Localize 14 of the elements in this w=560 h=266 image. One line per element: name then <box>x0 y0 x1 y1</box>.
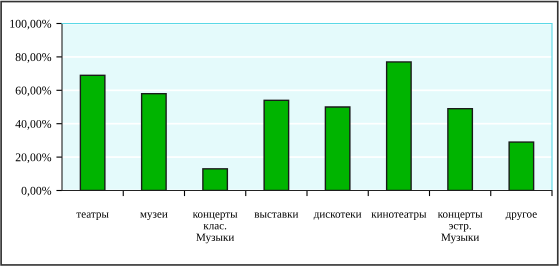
y-tick-label: 100,00% <box>10 20 52 30</box>
x-tick-label: театры <box>76 212 109 220</box>
y-tick-label: 20,00% <box>16 153 52 164</box>
y-tick-label: 60,00% <box>16 86 52 96</box>
x-tick-label: концерты клас. Музыки <box>192 212 238 244</box>
y-tick-label: 40,00% <box>15 120 52 130</box>
x-tick-label: кинотеатры <box>371 212 426 220</box>
x-tick-label: другое <box>506 212 537 220</box>
x-tick-label: музеи <box>140 212 168 220</box>
x-tick-label: выставки <box>254 212 298 218</box>
x-tick-label: дискотеки <box>314 212 362 220</box>
y-tick-label: 80,00% <box>16 53 52 63</box>
x-tick-label: концерты эстр. Музыки <box>438 212 482 244</box>
y-tick-label: 0,00% <box>22 186 52 196</box>
